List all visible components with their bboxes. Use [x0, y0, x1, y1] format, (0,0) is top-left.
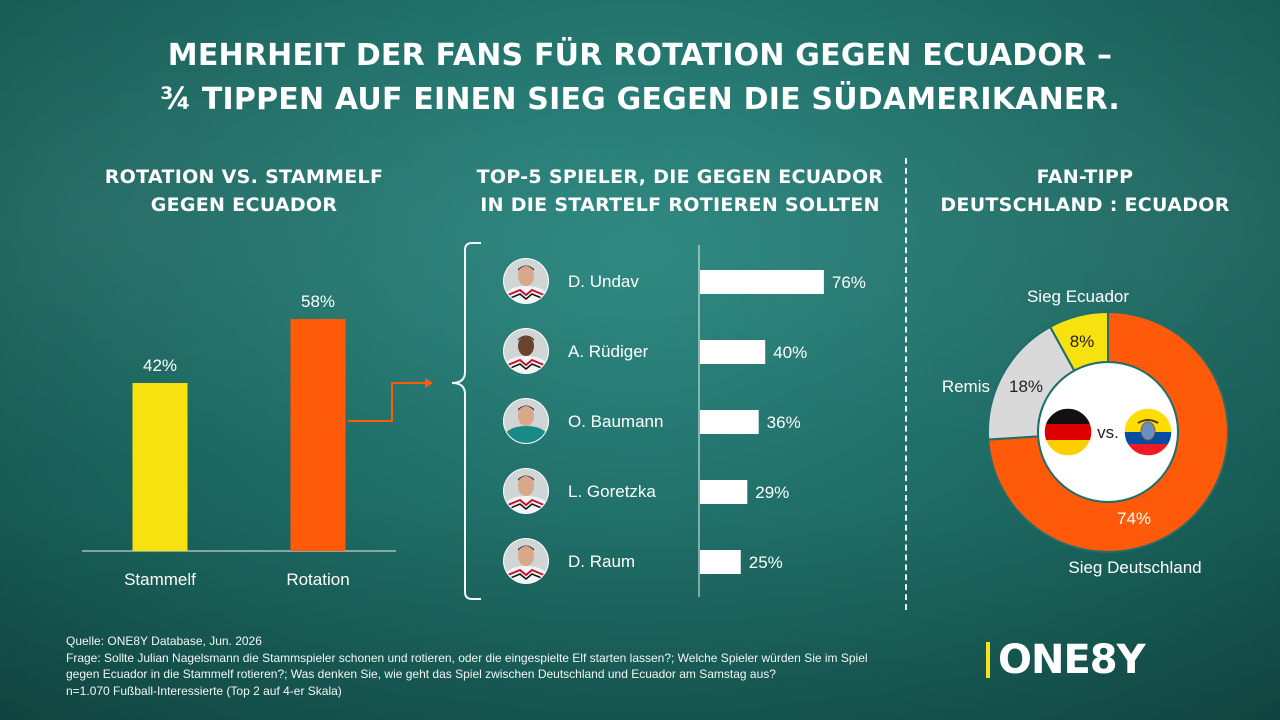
avatar-portrait [504, 399, 548, 443]
player-bar [700, 480, 748, 504]
source-line-1: Quelle: ONE8Y Database, Jun. 2026 [66, 634, 262, 648]
fan-tipp-donut-chart: 74% Sieg Deutschland 18% Remis 8% Sieg Ecuado… [942, 287, 1229, 577]
avatar-hair [518, 405, 534, 411]
player-name-label: O. Baumann [568, 412, 663, 431]
avatar-hair [518, 265, 534, 271]
player-bar-value-label: 25% [749, 553, 783, 572]
rotation-bar-chart: 42% Stammelf 58% Rotation [82, 292, 396, 589]
source-line-3: gegen Ecuador in die Stammelf rotieren?;… [66, 667, 776, 681]
player-row: L. Goretzka 29% [503, 468, 789, 514]
player-name-label: L. Goretzka [568, 482, 656, 501]
avatar-shirt-pattern [507, 573, 545, 580]
avatar-portrait [504, 329, 548, 373]
one8y-logo: ONE8Y [986, 637, 1146, 683]
donut-slice-value-label: 18% [1009, 377, 1043, 396]
player-bar-value-label: 40% [773, 343, 807, 362]
bar-chart-title-line-1: ROTATION VS. STAMMELF [104, 166, 384, 188]
player-bar [700, 410, 759, 434]
bar-value-label: 58% [301, 292, 335, 311]
logo-accent-bar [986, 642, 990, 678]
avatar-portrait [504, 469, 548, 513]
avatar-hair [518, 335, 534, 341]
avatar-hair [518, 475, 534, 481]
players-chart-title-line-1: TOP-5 SPIELER, DIE GEGEN ECUADOR [476, 166, 884, 188]
donut-slice-value-label: 74% [1117, 509, 1151, 528]
donut-chart-title: FAN-TIPP DEUTSCHLAND : ECUADOR [920, 163, 1250, 219]
donut-slice [1048, 310, 1109, 373]
section-divider [905, 158, 907, 610]
avatar-head [518, 336, 534, 356]
avatar-shirt [504, 426, 548, 443]
donut-center [1039, 363, 1177, 501]
goalkeeper-avatar-icon [503, 398, 549, 444]
avatar-shirt-pattern [507, 358, 545, 367]
player-name-label: A. Rüdiger [568, 342, 649, 361]
player-bar-value-label: 29% [755, 483, 789, 502]
bar-chart-title: ROTATION VS. STAMMELF GEGEN ECUADOR [64, 163, 424, 219]
donut-center-vs-label: vs. [1097, 423, 1119, 442]
player-row: A. Rüdiger 40% [503, 328, 807, 374]
avatar-portrait [504, 259, 548, 303]
page-title-line-1: MEHRHEIT DER FANS FÜR ROTATION GEGEN ECU… [167, 38, 1113, 73]
avatar-portrait [504, 539, 548, 583]
source-line-2: Frage: Sollte Julian Nagelsmann die Stam… [66, 650, 868, 665]
players-chart-title: TOP-5 SPIELER, DIE GEGEN ECUADOR IN DIE … [440, 163, 920, 219]
player-bar [700, 550, 741, 574]
player-bar-value-label: 36% [767, 413, 801, 432]
player-avatar-icon [503, 328, 549, 374]
bar-chart-title-line-2: GEGEN ECUADOR [150, 194, 338, 216]
players-bracket [451, 242, 481, 600]
avatar-shirt-pattern [507, 503, 545, 510]
players-chart-title-line-2: IN DIE STARTELF ROTIEREN SOLLTEN [480, 194, 880, 216]
donut-chart-title-line-1: FAN-TIPP [1036, 166, 1134, 188]
source-note: Quelle: ONE8Y Database, Jun. 2026 Frage:… [66, 633, 966, 699]
avatar-shirt-pattern [507, 363, 545, 370]
player-row: O. Baumann 36% [503, 398, 801, 444]
donut-slice-value-label: 8% [1070, 332, 1095, 351]
player-bar [700, 340, 766, 364]
player-row: D. Undav 76% [503, 258, 866, 304]
connector-arrow [348, 378, 433, 422]
logo-text: ONE8Y [998, 637, 1146, 683]
avatar-hair [518, 545, 534, 551]
player-avatar-icon [503, 468, 549, 514]
avatar-head [518, 476, 534, 496]
donut-chart-title-line-2: DEUTSCHLAND : ECUADOR [940, 194, 1230, 216]
bar-category-label: Stammelf [124, 570, 196, 589]
players-bar-chart: D. Undav 76% A. Rüdiger 40% O. Baumann 36% L. … [503, 245, 866, 597]
bar-category-label: Rotation [286, 570, 349, 589]
donut-slice-name-label: Sieg Ecuador [1027, 287, 1129, 306]
avatar-shirt-pattern [507, 568, 545, 577]
player-name-label: D. Raum [568, 552, 635, 571]
avatar-head [518, 266, 534, 286]
donut-slice-name-label: Remis [942, 377, 990, 396]
player-name-label: D. Undav [568, 272, 639, 291]
bar-value-label: 42% [143, 356, 177, 375]
player-avatar-icon [503, 258, 549, 304]
page-title-line-2: ¾ TIPPEN AUF EINEN SIEG GEGEN DIE SÜDAME… [159, 82, 1121, 117]
avatar-shirt-pattern [507, 498, 545, 507]
bar-stammelf [132, 383, 188, 551]
player-avatar-icon [503, 538, 549, 584]
avatar-shirt-pattern [507, 288, 545, 297]
player-bar [700, 270, 824, 294]
avatar-head [518, 406, 534, 426]
player-row: D. Raum 25% [503, 538, 783, 584]
source-line-4: n=1.070 Fußball-Interessierte (Top 2 auf… [66, 683, 342, 698]
avatar-head [518, 546, 534, 566]
page-title: MEHRHEIT DER FANS FÜR ROTATION GEGEN ECU… [0, 34, 1280, 122]
avatar-shirt-pattern [507, 293, 545, 300]
player-bar-value-label: 76% [832, 273, 866, 292]
donut-slice-name-label: Sieg Deutschland [1068, 558, 1201, 577]
donut-slice [987, 310, 1229, 553]
bar-rotation [290, 319, 346, 551]
